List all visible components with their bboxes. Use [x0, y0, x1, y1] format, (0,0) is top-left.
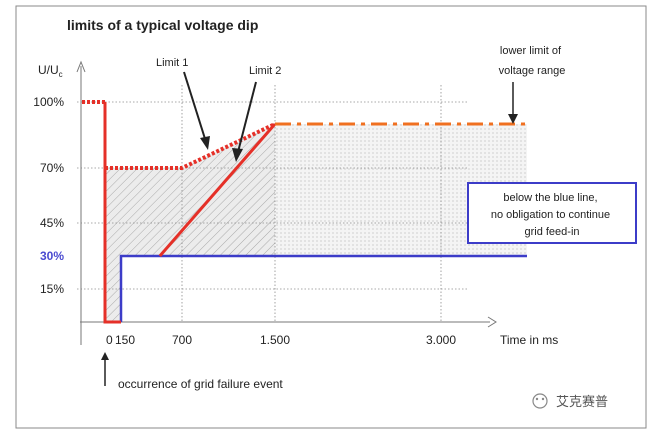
x-tick-label: 150 — [115, 333, 135, 347]
blue-note-box — [467, 182, 637, 244]
axes — [76, 60, 497, 345]
watermark-text: 艾克赛普 — [556, 394, 608, 409]
y-tick-labels: 100% 70% 45% 30% 15% — [33, 95, 64, 296]
y-axis-label-main: U/U — [38, 63, 59, 77]
y-axis-label: U/Uc — [38, 63, 63, 79]
lower-limit-line-2: voltage range — [499, 65, 566, 77]
limit2-arrowhead — [232, 148, 243, 162]
limit2-label: Limit 2 — [249, 65, 281, 77]
y-tick-label: 100% — [33, 95, 64, 109]
watermark-icon-dot-2 — [541, 397, 545, 401]
lower-limit-line-1: lower limit of — [500, 45, 562, 57]
limit1-pointer — [183, 71, 207, 143]
x-tick-labels: 0 150 700 1.500 3.000 — [106, 333, 456, 347]
annotation-pointers — [101, 71, 518, 386]
limit1-label: Limit 1 — [156, 57, 188, 69]
x-tick-label: 700 — [172, 333, 192, 347]
x-tick-label: 0 — [106, 333, 113, 347]
y-tick-label: 15% — [40, 282, 64, 296]
blue-note-line-1: below the blue line, — [503, 192, 597, 204]
limit2-pointer — [237, 81, 257, 153]
limit1-arrowhead — [200, 136, 210, 150]
event-label: occurrence of grid failure event — [118, 377, 283, 391]
blue-note-line-3: grid feed-in — [524, 226, 579, 238]
y-axis-arrow — [76, 60, 86, 73]
watermark-icon-dot — [535, 397, 539, 401]
series-line-limit1 — [105, 122, 276, 170]
x-tick-label: 3.000 — [426, 333, 456, 347]
series-line-limit2-ramp — [158, 123, 277, 257]
series-line-blue — [119, 254, 527, 322]
lower-limit-label: lower limit of voltage range — [499, 45, 566, 77]
x-axis-label: Time in ms — [500, 333, 558, 347]
series-lines — [82, 100, 527, 324]
x-tick-label: 1.500 — [260, 333, 290, 347]
watermark: 艾克赛普 — [532, 393, 608, 409]
dotted-region — [275, 124, 527, 256]
y-tick-label: 70% — [40, 161, 64, 175]
blue-note-text: below the blue line, no obligation to co… — [491, 192, 613, 238]
chart-title: limits of a typical voltage dip — [67, 17, 258, 33]
watermark-icon — [532, 393, 548, 409]
blue-note-line-2: no obligation to continue — [491, 209, 610, 221]
x-axis-arrow — [487, 316, 497, 328]
event-arrowhead — [101, 352, 109, 360]
y-axis-label-sub: c — [59, 70, 63, 79]
lower-limit-arrowhead — [508, 114, 518, 124]
series-line-limit2-drop — [103, 102, 121, 324]
y-tick-label: 30% — [40, 249, 64, 263]
y-tick-label: 45% — [40, 216, 64, 230]
